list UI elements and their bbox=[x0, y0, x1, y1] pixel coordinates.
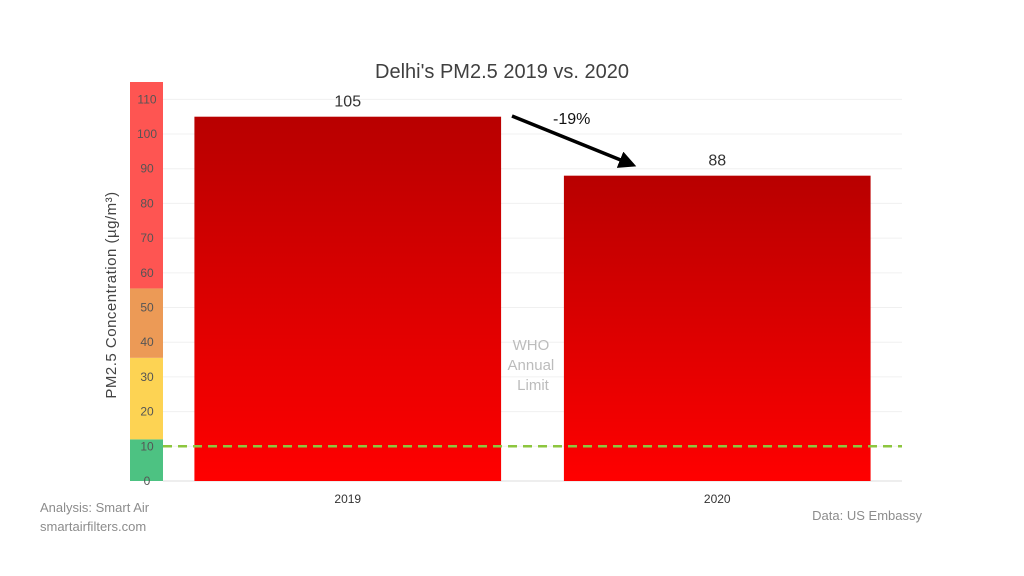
y-tick-label: 10 bbox=[140, 439, 154, 453]
aqi-band bbox=[130, 82, 163, 289]
aqi-band bbox=[130, 288, 163, 358]
y-tick-label: 0 bbox=[144, 474, 151, 488]
aqi-color-scale bbox=[130, 82, 163, 481]
data-labels: 105 88 bbox=[334, 94, 726, 170]
analysis-credit: Analysis: Smart Air bbox=[40, 500, 150, 515]
aqi-band bbox=[130, 439, 163, 481]
y-tick-label: 80 bbox=[140, 196, 154, 210]
change-annotation: -19% bbox=[553, 111, 590, 128]
y-tick-label: 60 bbox=[140, 266, 154, 280]
y-axis-label: PM2.5 Concentration (µg/m³) bbox=[103, 191, 120, 398]
x-tick-label: 2020 bbox=[704, 492, 731, 506]
x-axis-ticks: 2019 2020 bbox=[334, 492, 731, 506]
y-tick-label: 90 bbox=[140, 162, 154, 176]
y-tick-label: 110 bbox=[137, 92, 156, 106]
data-source: Data: US Embassy bbox=[812, 508, 922, 523]
y-tick-label: 30 bbox=[140, 370, 154, 384]
who-limit-label: WHO Annual Limit bbox=[508, 337, 559, 394]
chart-title: Delhi's PM2.5 2019 vs. 2020 bbox=[375, 61, 629, 83]
data-label: 105 bbox=[334, 94, 361, 111]
y-axis-ticks: 0 10 20 30 40 50 60 70 80 90 100 110 bbox=[137, 92, 157, 488]
bar bbox=[194, 116, 502, 482]
bar bbox=[563, 175, 871, 481]
y-tick-label: 70 bbox=[140, 231, 154, 245]
y-tick-label: 50 bbox=[140, 301, 154, 315]
y-tick-label: 40 bbox=[140, 335, 154, 349]
x-tick-label: 2019 bbox=[334, 492, 361, 506]
change-arrow bbox=[511, 114, 637, 168]
website-credit: smartairfilters.com bbox=[40, 519, 146, 534]
y-tick-label: 100 bbox=[137, 127, 157, 141]
bars bbox=[194, 116, 871, 482]
y-tick-label: 20 bbox=[140, 405, 154, 419]
aqi-band bbox=[130, 357, 163, 440]
data-label: 88 bbox=[708, 153, 726, 170]
